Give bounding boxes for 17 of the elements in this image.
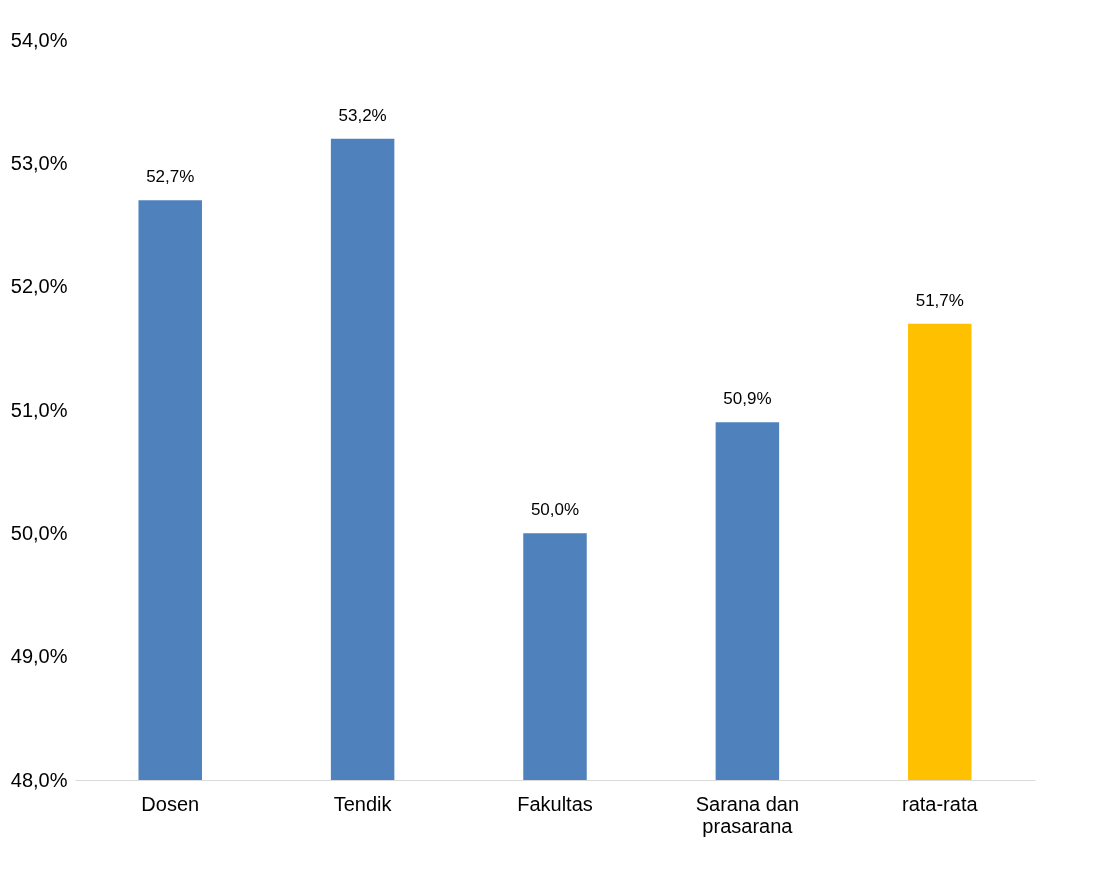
- data-label: 53,2%: [338, 105, 387, 125]
- x-tick-label: rata-rata: [901, 792, 979, 815]
- data-label: 50,0%: [530, 500, 580, 520]
- data-label: 52,7%: [146, 167, 195, 187]
- x-tick-label: Tendik: [333, 792, 393, 815]
- y-tick-label: 52,0%: [10, 275, 68, 298]
- y-tick-label: 49,0%: [10, 645, 68, 668]
- x-tick-label: Fakultas: [517, 792, 593, 815]
- y-tick-label: 50,0%: [10, 521, 68, 544]
- x-tick-label: Dosen: [141, 792, 200, 815]
- y-tick-label: 53,0%: [10, 151, 68, 174]
- y-tick-label: 54,0%: [10, 28, 68, 51]
- data-label: 51,7%: [915, 290, 964, 310]
- x-tick-label: Sarana dan prasarana: [695, 792, 800, 837]
- data-label: 50,9%: [723, 389, 772, 409]
- y-tick-label: 51,0%: [10, 398, 68, 421]
- y-tick-label: 48,0%: [10, 768, 68, 791]
